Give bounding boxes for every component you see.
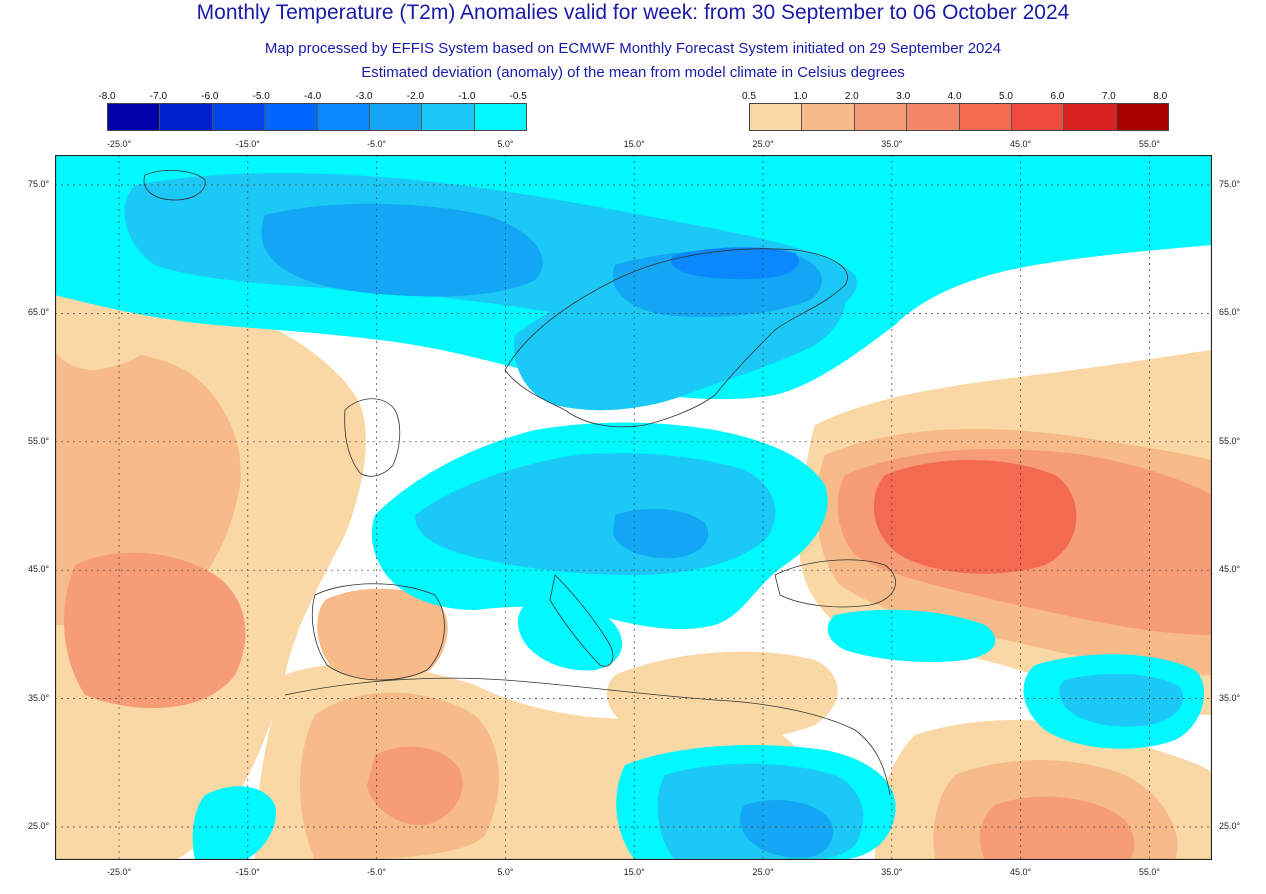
longitude-label-bottom: -15.0°	[235, 867, 260, 877]
latitude-label-left: 55.0°	[28, 435, 50, 446]
longitude-label-top: 45.0°	[1010, 139, 1032, 149]
latitude-label-right: 65.0°	[1219, 307, 1241, 318]
longitude-label-bottom: 5.0°	[497, 867, 514, 877]
anomaly-region-italy-cold	[517, 600, 623, 671]
subtitle-units: Estimated deviation (anomaly) of the mea…	[361, 64, 905, 81]
anomaly-region-russia-warm-core	[873, 460, 1077, 574]
legend-cold-tick-label: -7.0	[149, 91, 168, 102]
legend-cold-tick-label: -3.0	[355, 91, 373, 102]
legend-cold-tick-label: -6.0	[201, 91, 219, 102]
legend-warm-tick-label: 2.0	[844, 91, 859, 102]
coastline-iberia	[311, 583, 445, 681]
anomaly-region-west-africa-cold	[192, 786, 276, 860]
legend-cold-swatch-1	[160, 104, 213, 130]
legend-cold-tick-label: -0.5	[509, 91, 527, 102]
longitude-label-bottom: 15.0°	[623, 867, 645, 877]
latitude-label-right: 45.0°	[1219, 564, 1241, 575]
anomaly-region-lapland-cold	[670, 247, 799, 280]
longitude-label-top: 55.0°	[1138, 139, 1160, 149]
longitude-label-bottom: -25.0°	[106, 867, 132, 877]
legend-warm-swatch-1	[802, 104, 855, 130]
anomaly-region-egypt-cold-core	[740, 800, 834, 858]
coastline-black-sea	[774, 559, 896, 608]
legend-cold-swatch-4	[317, 104, 370, 130]
coastline-british-isles	[344, 398, 401, 477]
legend-warm-swatch-4	[959, 104, 1012, 130]
longitude-label-top: -25.0°	[106, 139, 132, 149]
anomaly-region-anatolia-cold	[827, 609, 996, 662]
longitude-label-top: 5.0°	[497, 139, 514, 149]
legend-cold-swatch-2	[212, 104, 266, 130]
legend-warm-swatch-3	[907, 104, 960, 130]
legend-cold-swatch-3	[265, 104, 318, 130]
legend-warm-swatch-0	[750, 104, 803, 130]
legend-warm-swatch-2	[854, 104, 908, 130]
anomaly-region-arabia-warm-core	[979, 796, 1135, 860]
longitude-label-top: -5.0°	[367, 139, 387, 149]
legend-warm-tick-label: 8.0	[1153, 91, 1168, 102]
legend-cold-tick-label: -2.0	[406, 91, 425, 102]
legend-cold-tick-label: -4.0	[303, 91, 322, 102]
subtitle-processing: Map processed by EFFIS System based on E…	[264, 40, 1002, 57]
legend-warm-tick-label: 0.5	[742, 91, 756, 102]
legend-warm-tick-label: 4.0	[947, 91, 962, 102]
anomaly-map-svg	[55, 155, 1212, 860]
main-title: Monthly Temperature (T2m) Anomalies vali…	[196, 1, 1070, 24]
coastline-north-africa	[284, 677, 891, 796]
latitude-label-left: 65.0°	[28, 307, 50, 318]
legend-cold-tick-label: -1.0	[458, 91, 476, 102]
latitude-label-right: 25.0°	[1219, 821, 1241, 831]
anomaly-region-alps-cold-core	[613, 508, 709, 559]
map-border	[55, 155, 1212, 860]
longitude-label-top: 35.0°	[881, 139, 903, 149]
longitude-label-bottom: 55.0°	[1138, 867, 1160, 877]
legend-cold-tick-label: -5.0	[252, 91, 270, 102]
legend-warm-tick-label: 5.0	[999, 91, 1013, 102]
anomaly-region-sahara-warm-core	[367, 746, 463, 826]
latitude-label-left: 25.0°	[28, 821, 50, 831]
anomaly-map	[55, 155, 1212, 860]
anomaly-region-norwegian-sea-cold	[261, 203, 543, 297]
latitude-label-left: 75.0°	[28, 179, 50, 189]
graticule	[55, 155, 1212, 860]
legend-warm-swatch-7	[1116, 104, 1169, 130]
coastlines	[143, 170, 896, 796]
anomaly-region-iran-cold-mid	[1059, 673, 1184, 727]
legend-warm-tick-label: 7.0	[1101, 91, 1116, 102]
anomaly-region-atlantic-warm-center	[64, 552, 246, 709]
legend-cold-swatch-5	[369, 104, 423, 130]
coastline-iceland	[143, 170, 206, 201]
latitude-label-right: 55.0°	[1219, 435, 1241, 446]
latitude-label-right: 75.0°	[1219, 179, 1241, 189]
longitude-label-top: -15.0°	[235, 139, 260, 149]
longitude-label-top: 25.0°	[752, 139, 774, 149]
legend-cold-colorbar	[107, 103, 528, 131]
anomaly-region-mediterranean-warm	[606, 651, 838, 741]
latitude-label-left: 45.0°	[28, 564, 50, 575]
legend-warm-swatch-6	[1064, 104, 1117, 130]
legend-cold-tick-label: -8.0	[98, 91, 116, 102]
legend-warm-colorbar	[749, 103, 1170, 131]
latitude-label-right: 35.0°	[1219, 692, 1241, 703]
legend-cold-swatch-0	[108, 104, 161, 130]
latitude-label-left: 35.0°	[28, 692, 50, 703]
legend-warm-tick-label: 3.0	[896, 91, 911, 102]
longitude-label-top: 15.0°	[623, 139, 645, 149]
longitude-label-bottom: -5.0°	[367, 867, 387, 877]
coastline-italy	[549, 574, 614, 667]
legend-warm-swatch-5	[1011, 104, 1065, 130]
longitude-label-bottom: 25.0°	[752, 867, 774, 877]
anomaly-region-iberia-warm	[317, 588, 448, 681]
legend-warm-tick-label: 6.0	[1050, 91, 1065, 102]
legend-cold-swatch-6	[422, 104, 475, 130]
legend-warm-tick-label: 1.0	[793, 91, 808, 102]
legend-cold-swatch-7	[474, 104, 527, 130]
longitude-label-bottom: 35.0°	[881, 867, 903, 877]
longitude-label-bottom: 45.0°	[1010, 867, 1032, 877]
coastline-scandinavia	[504, 248, 848, 428]
